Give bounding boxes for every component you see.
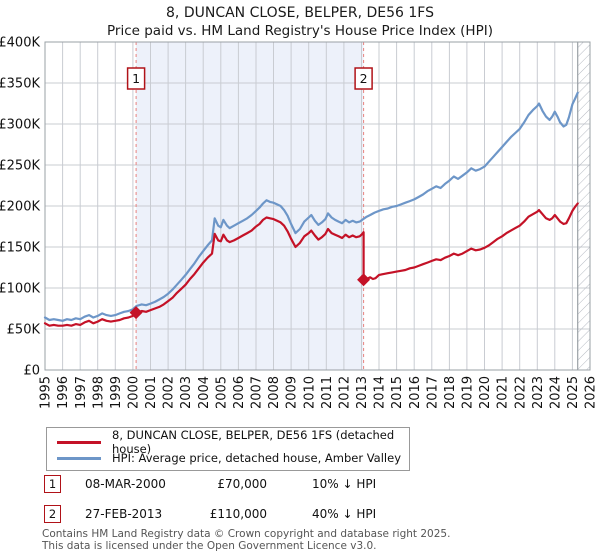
svg-text:2007: 2007 (250, 376, 265, 409)
legend-item-property: 8, DUNCAN CLOSE, BELPER, DE56 1FS (detac… (57, 428, 409, 456)
transaction-1-date: 08-MAR-2000 (85, 477, 166, 491)
transaction-1-price: £70,000 (217, 477, 267, 491)
svg-text:2021: 2021 (496, 376, 511, 409)
svg-text:£350K: £350K (0, 77, 40, 92)
svg-text:£0: £0 (23, 364, 40, 379)
svg-text:£400K: £400K (0, 36, 40, 51)
svg-text:2005: 2005 (214, 376, 229, 409)
footer-line-2: This data is licensed under the Open Gov… (42, 539, 377, 552)
svg-text:2006: 2006 (232, 376, 247, 409)
svg-text:2014: 2014 (373, 376, 388, 409)
svg-text:2000: 2000 (127, 376, 142, 409)
svg-text:2023: 2023 (531, 376, 546, 409)
transaction-1-hpi-delta: 10% ↓ HPI (312, 477, 377, 491)
page-subtitle: Price paid vs. HM Land Registry's House … (107, 23, 493, 39)
svg-text:2016: 2016 (408, 376, 423, 409)
svg-text:2008: 2008 (267, 376, 282, 409)
transaction-2-marker-badge: 2 (44, 505, 61, 523)
svg-text:2012: 2012 (338, 376, 353, 409)
transaction-2-date: 27-FEB-2013 (85, 507, 163, 521)
svg-text:2003: 2003 (179, 376, 194, 409)
legend-label-property: 8, DUNCAN CLOSE, BELPER, DE56 1FS (detac… (112, 428, 395, 456)
svg-text:2001: 2001 (144, 376, 159, 409)
page-title: 8, DUNCAN CLOSE, BELPER, DE56 1FS (166, 5, 434, 21)
svg-text:2024: 2024 (548, 376, 563, 409)
svg-text:1996: 1996 (56, 376, 71, 409)
svg-text:£200K: £200K (0, 200, 40, 215)
svg-text:2026: 2026 (584, 376, 599, 409)
svg-text:2017: 2017 (425, 376, 440, 409)
transaction-row-2: 2 27-FEB-2013 £110,000 40% ↓ HPI (44, 505, 584, 525)
legend-item-hpi: HPI: Average price, detached house, Ambe… (57, 450, 409, 466)
svg-text:£100K: £100K (0, 282, 40, 297)
svg-text:£250K: £250K (0, 159, 40, 174)
svg-text:2015: 2015 (390, 376, 405, 409)
footer-line-1: Contains HM Land Registry data © Crown c… (42, 528, 451, 540)
chart-legend: 8, DUNCAN CLOSE, BELPER, DE56 1FS (detac… (46, 427, 410, 471)
transaction-1-marker-badge: 1 (44, 475, 61, 493)
transaction-2-hpi-delta: 40% ↓ HPI (312, 507, 377, 521)
hpi-line-swatch (57, 456, 101, 460)
legend-label-hpi: HPI: Average price, detached house, Ambe… (112, 451, 401, 465)
svg-text:2009: 2009 (285, 376, 300, 409)
svg-text:1999: 1999 (109, 376, 124, 409)
svg-text:2018: 2018 (443, 376, 458, 409)
license-footer: Contains HM Land Registry data © Crown c… (42, 528, 451, 552)
svg-text:£50K: £50K (7, 323, 41, 338)
svg-text:2022: 2022 (513, 376, 528, 409)
price-history-chart: 1 2 £0 £50K £100K £150K £200K £250K £300K £350K £4… (0, 36, 599, 410)
svg-text:1995: 1995 (39, 376, 54, 409)
property-line-swatch (57, 440, 101, 444)
svg-text:2019: 2019 (461, 376, 476, 409)
svg-text:2004: 2004 (197, 376, 212, 409)
svg-text:£300K: £300K (0, 118, 40, 133)
svg-text:1997: 1997 (74, 376, 89, 409)
svg-text:2020: 2020 (478, 376, 493, 409)
transaction-2-price: £110,000 (209, 507, 267, 521)
svg-text:£150K: £150K (0, 241, 40, 256)
svg-text:1998: 1998 (91, 376, 106, 409)
svg-text:2011: 2011 (320, 376, 335, 409)
svg-text:2002: 2002 (162, 376, 177, 409)
svg-text:2010: 2010 (302, 376, 317, 409)
svg-text:2013: 2013 (355, 376, 370, 409)
svg-text:1: 1 (132, 71, 140, 86)
svg-text:2025: 2025 (566, 376, 581, 409)
svg-text:2: 2 (360, 71, 368, 86)
transaction-row-1: 1 08-MAR-2000 £70,000 10% ↓ HPI (44, 475, 584, 495)
